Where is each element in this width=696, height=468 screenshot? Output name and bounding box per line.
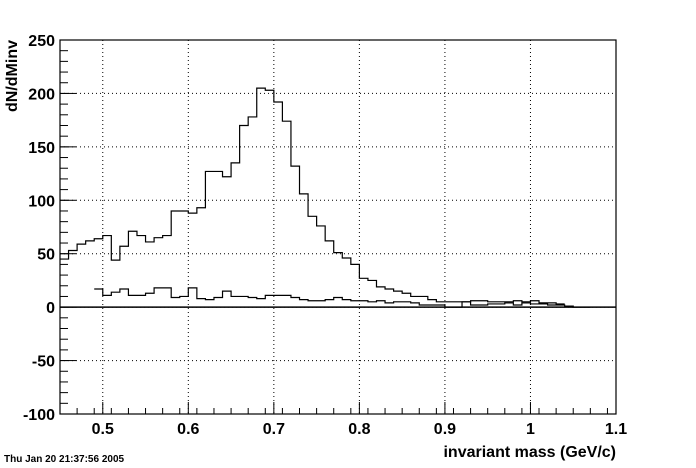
series-1-histogram — [60, 87, 565, 305]
series-2-histogram — [94, 287, 591, 308]
y-tick-label: 100 — [28, 193, 55, 210]
x-tick-label: 0.8 — [348, 421, 370, 438]
series-layer — [60, 87, 591, 308]
y-tick-label: 50 — [37, 247, 55, 264]
timestamp-text: Thu Jan 20 21:37:56 2005 — [4, 454, 125, 465]
x-tick-label: 0.9 — [434, 421, 456, 438]
x-tick-label: 0.6 — [177, 421, 199, 438]
y-tick-label: 0 — [46, 300, 55, 317]
y-tick-label: -50 — [32, 354, 55, 371]
tick-marks — [59, 39, 617, 415]
x-tick-label: 1 — [526, 421, 535, 438]
y-axis-title: dN/dMinv — [4, 40, 21, 112]
y-tick-label: 200 — [28, 86, 55, 103]
tick-labels: 0.5 0.6 0.7 0.8 0.9 1 1.1 -100 -50 0 50 100 150 200 25… — [23, 33, 627, 438]
x-tick-label: 1.1 — [605, 421, 627, 438]
plot-frame — [59, 39, 617, 415]
x-axis-title: invariant mass (GeV/c) — [443, 444, 616, 461]
y-tick-label: 250 — [28, 33, 55, 50]
y-tick-label: 150 — [28, 140, 55, 157]
x-tick-label: 0.5 — [92, 421, 114, 438]
y-tick-label: -100 — [23, 407, 55, 424]
grid-layer — [60, 40, 616, 414]
x-tick-label: 0.7 — [263, 421, 285, 438]
